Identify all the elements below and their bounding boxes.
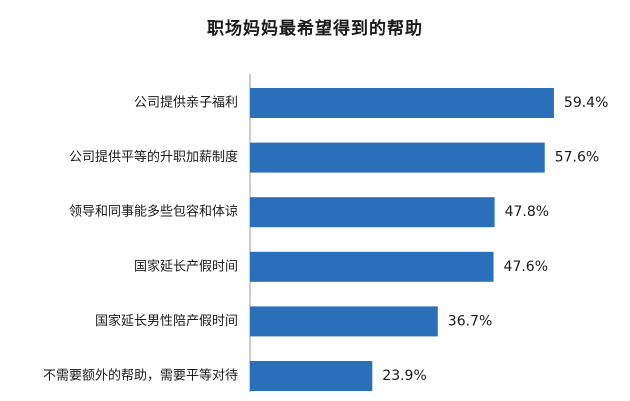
category-label-4: 国家延长产假时间 [134, 258, 238, 274]
bar-6 [250, 361, 373, 391]
category-label-2: 公司提供平等的升职加薪制度 [69, 149, 238, 165]
bar-3 [250, 197, 495, 228]
value-label-2: 57.6% [555, 150, 599, 166]
bar-5 [250, 306, 438, 337]
bar-2 [250, 142, 545, 173]
category-label-5: 国家延长男性陪产假时间 [95, 313, 238, 329]
bar-1 [250, 88, 554, 118]
value-label-6: 23.9% [382, 368, 426, 384]
value-label-4: 47.6% [504, 259, 548, 275]
value-labels: 59.4% 57.6% 47.8% 47.6% 36.7% 23.9% [382, 95, 608, 384]
category-label-6: 不需要额外的帮助，需要平等对待 [43, 368, 238, 384]
category-label-1: 公司提供亲子福利 [134, 95, 238, 111]
category-labels: 公司提供亲子福利公司提供平等的升职加薪制度领导和同事能多些包容和体谅国家延长产假… [43, 95, 238, 384]
category-label-3: 领导和同事能多些包容和体谅 [69, 204, 238, 220]
chart-title: 职场妈妈最希望得到的帮助 [207, 19, 423, 39]
bar-4 [250, 251, 494, 282]
value-label-3: 47.8% [505, 204, 549, 220]
value-label-1: 59.4% [564, 95, 608, 111]
value-label-5: 36.7% [448, 313, 492, 329]
bar-group [250, 88, 554, 391]
